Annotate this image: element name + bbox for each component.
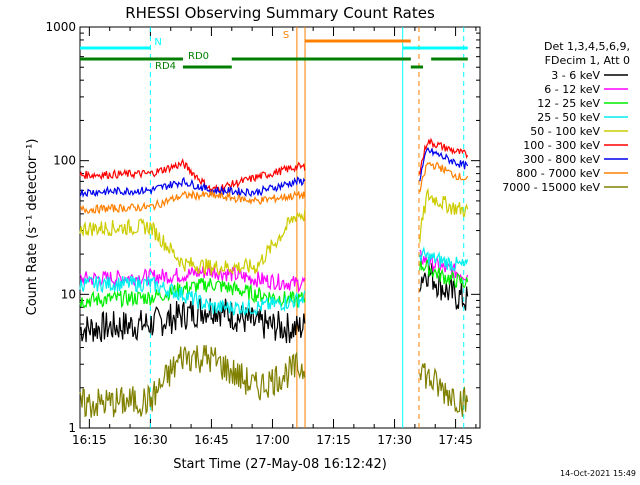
x-tick-label: 16:30 bbox=[133, 433, 168, 447]
legend-entry-label: 3 - 6 keV bbox=[551, 69, 600, 82]
y-axis-title: Count Rate (s⁻¹ detector⁻¹) bbox=[25, 139, 40, 316]
y-tick-label: 10 bbox=[61, 287, 76, 301]
annotation-label-rd4: RD4 bbox=[155, 61, 176, 72]
legend-entry-label: 25 - 50 keV bbox=[537, 111, 600, 124]
annotation-label-rd0: RD0 bbox=[188, 51, 209, 62]
legend-entry-label: 50 - 100 keV bbox=[530, 125, 600, 138]
series-line-3-6-kev bbox=[79, 263, 469, 344]
legend-entry-label: 800 - 7000 keV bbox=[516, 167, 600, 180]
legend-entry-label: 7000 - 15000 keV bbox=[502, 181, 600, 194]
series-line-800-7000-kev bbox=[80, 161, 469, 215]
legend-entry-label: 6 - 12 keV bbox=[544, 83, 600, 96]
series-line-100-300-kev bbox=[79, 137, 469, 193]
legend-entry-label: 100 - 300 keV bbox=[523, 139, 600, 152]
legend-entry-label: 300 - 800 keV bbox=[523, 153, 600, 166]
series-line-50-100-kev bbox=[79, 187, 469, 276]
x-tick-label: 17:45 bbox=[438, 433, 473, 447]
annotation-label-n: N bbox=[154, 37, 161, 48]
x-tick-label: 17:15 bbox=[316, 433, 351, 447]
x-tick-label: 17:00 bbox=[255, 433, 290, 447]
legend: Det 1,3,4,5,6,9,FDecim 1, Att 0 3 - 6 keV… bbox=[502, 40, 630, 194]
y-tick-label: 1000 bbox=[45, 20, 76, 34]
footer-date: 14-Oct-2021 15:49 bbox=[560, 469, 636, 478]
y-tick-label: 100 bbox=[53, 154, 76, 168]
x-tick-label: 16:45 bbox=[194, 433, 229, 447]
chart-title: RHESSI Observing Summary Count Rates bbox=[125, 4, 435, 22]
series-line-7000-15000-kev bbox=[79, 344, 469, 418]
x-tick-label: 16:15 bbox=[72, 433, 107, 447]
series-line-300-800-kev bbox=[79, 146, 469, 198]
legend-header-line: Det 1,3,4,5,6,9, bbox=[544, 40, 630, 53]
annotation-label-s: S bbox=[283, 30, 289, 41]
x-tick-label: 17:30 bbox=[377, 433, 412, 447]
y-tick-label: 1 bbox=[68, 421, 76, 435]
legend-header-line: FDecim 1, Att 0 bbox=[545, 54, 630, 67]
series-line-25-50-kev bbox=[79, 246, 469, 317]
plot-frame bbox=[79, 26, 481, 429]
x-axis-title: Start Time (27-May-08 16:12:42) bbox=[173, 457, 387, 472]
legend-entry-label: 12 - 25 keV bbox=[537, 97, 600, 110]
